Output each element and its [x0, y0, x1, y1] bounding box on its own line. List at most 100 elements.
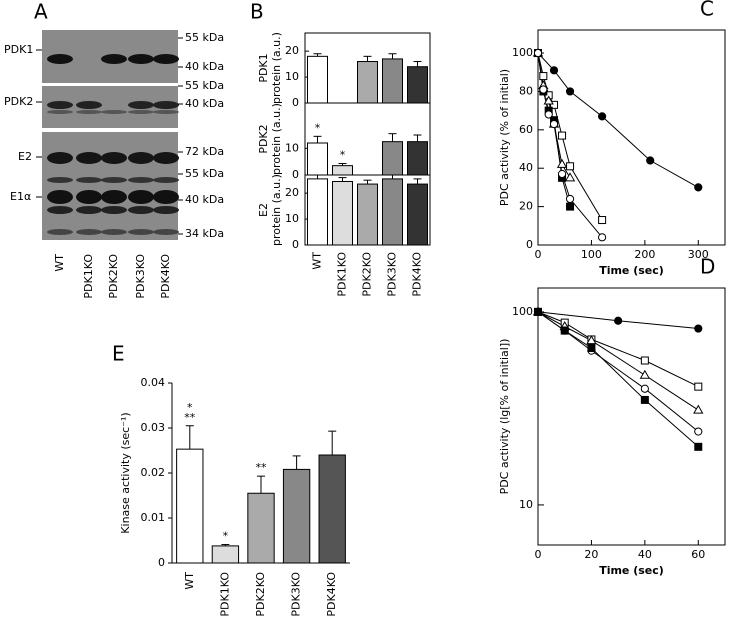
- blot-band: [153, 177, 179, 183]
- y-axis-label: Kinase activity (sec⁻¹): [119, 412, 132, 533]
- significance-mark: *: [340, 149, 346, 162]
- panel-label: A: [34, 0, 48, 24]
- bar: [332, 165, 353, 176]
- x-tick-label: PDK2KO: [361, 252, 374, 297]
- y-tick-label: 60: [519, 123, 533, 136]
- x-tick-label: 60: [691, 548, 705, 561]
- bar: [407, 141, 428, 176]
- x-tick-label: 100: [581, 248, 602, 261]
- y-tick-label: 20: [519, 200, 533, 213]
- point: [539, 85, 548, 94]
- bar: [357, 61, 378, 104]
- lane-label: PDK4KO: [159, 254, 172, 299]
- panel-label: D: [700, 255, 715, 279]
- bar: [307, 55, 328, 104]
- x-tick-label: 200: [634, 248, 655, 261]
- blot-band: [153, 229, 179, 235]
- blot-band: [153, 152, 179, 164]
- y-axis-label: protein (a.u.): [270, 103, 283, 175]
- bar: [211, 545, 240, 564]
- blot-band: [76, 206, 102, 214]
- marker-label: 55 kDa: [185, 79, 224, 92]
- marker-label: 40 kDa: [185, 193, 224, 206]
- blot-band: [47, 110, 73, 114]
- blot-band: [128, 54, 154, 64]
- protein-label: PDK1: [4, 43, 33, 56]
- blot-band: [47, 229, 73, 235]
- blot-band: [153, 110, 179, 114]
- point: [533, 48, 543, 58]
- blot-band: [47, 190, 73, 204]
- x-tick-label: PDK2KO: [254, 572, 267, 617]
- blot-band: [153, 54, 179, 64]
- blot-band: [128, 101, 154, 109]
- point: [549, 119, 559, 129]
- point: [565, 194, 575, 204]
- blot-band: [76, 152, 102, 164]
- plot-frame: [537, 287, 726, 546]
- bar: [407, 183, 428, 246]
- y-tick-label: 0.02: [141, 466, 166, 479]
- x-tick-label: 20: [584, 548, 598, 561]
- y-axis-label: E2: [257, 203, 270, 217]
- bar: [382, 178, 403, 246]
- point: [640, 395, 649, 404]
- x-tick-label: WT: [183, 572, 196, 590]
- bar: [382, 141, 403, 176]
- x-tick-label: 40: [638, 548, 652, 561]
- blot-band: [153, 190, 179, 204]
- point: [598, 112, 607, 121]
- blot-band: [101, 190, 127, 204]
- x-tick-label: 0: [535, 248, 542, 261]
- bar: [357, 183, 378, 246]
- y-tick-label: 100: [512, 305, 533, 318]
- x-tick-label: PDK1KO: [218, 572, 231, 617]
- point: [694, 427, 703, 436]
- lane-label: WT: [53, 254, 66, 272]
- x-tick-label: PDK3KO: [386, 252, 399, 297]
- blot-band: [76, 110, 102, 114]
- marker-label: 40 kDa: [185, 97, 224, 110]
- point: [646, 156, 655, 165]
- x-tick-label: 300: [688, 248, 709, 261]
- bar: [247, 492, 275, 564]
- x-axis-label: Time (sec): [599, 264, 664, 277]
- point: [693, 404, 704, 414]
- y-tick-label: 0: [292, 168, 299, 181]
- y-tick-label: 0: [526, 238, 533, 251]
- blot-band: [101, 54, 127, 64]
- y-tick-label: 20: [285, 186, 299, 199]
- bar: [332, 180, 353, 246]
- y-axis-label: PDK2: [257, 124, 270, 153]
- point: [694, 324, 703, 333]
- lane-label: PDK3KO: [134, 254, 147, 299]
- y-tick-label: 10: [519, 498, 533, 511]
- point: [544, 110, 553, 119]
- lane-label: PDK1KO: [82, 254, 95, 299]
- marker-label: 40 kDa: [185, 60, 224, 73]
- x-tick-label: PDK3KO: [290, 572, 303, 617]
- x-tick-label: 0: [535, 548, 542, 561]
- protein-label: E1α: [10, 190, 31, 203]
- x-axis-label: Time (sec): [599, 564, 664, 577]
- blot-band: [153, 101, 179, 109]
- point: [565, 87, 575, 96]
- y-tick-label: 100: [512, 46, 533, 59]
- marker-label: 34 kDa: [185, 227, 224, 240]
- significance-mark: *: [315, 121, 321, 134]
- point: [557, 169, 567, 179]
- point: [640, 384, 649, 393]
- point: [560, 326, 569, 335]
- y-tick-label: 0.03: [141, 421, 166, 434]
- lane-label: PDK2KO: [107, 254, 120, 299]
- point: [640, 356, 649, 365]
- protein-label: E2: [18, 150, 32, 163]
- y-tick-label: 0: [158, 556, 165, 569]
- marker-label: 55 kDa: [185, 31, 224, 44]
- y-tick-label: 0: [292, 238, 299, 251]
- significance-mark: **: [256, 461, 268, 474]
- blot-band: [128, 229, 154, 235]
- y-tick-label: 0: [292, 96, 299, 109]
- blot-band: [76, 177, 102, 183]
- y-tick-label: 0.01: [141, 511, 166, 524]
